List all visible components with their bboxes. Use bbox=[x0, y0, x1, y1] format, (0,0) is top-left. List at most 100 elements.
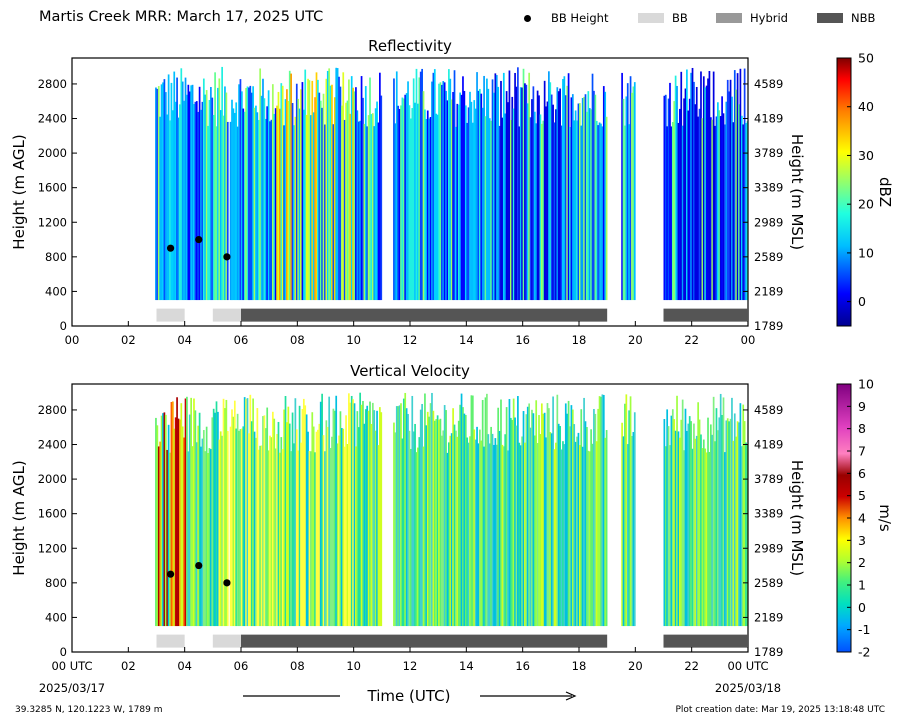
colorbar-tick-label: 8 bbox=[858, 421, 866, 436]
data-streak bbox=[294, 116, 297, 301]
data-streak bbox=[535, 400, 538, 627]
data-streak bbox=[207, 452, 209, 627]
start-date-label: 2025/03/17 bbox=[39, 681, 105, 695]
data-streak bbox=[519, 87, 522, 301]
data-streak bbox=[163, 79, 166, 301]
data-streak bbox=[397, 105, 400, 301]
data-streak bbox=[201, 101, 204, 301]
time-axis-footer: 2025/03/17 2025/03/18 Time (UTC) bbox=[39, 681, 781, 705]
data-streak bbox=[408, 105, 411, 301]
bb-swatch-icon bbox=[638, 13, 664, 23]
data-streak bbox=[169, 452, 171, 627]
data-streak bbox=[574, 110, 577, 301]
data-streak bbox=[664, 446, 667, 627]
y-tick-label: 2800 bbox=[38, 77, 67, 91]
data-streak bbox=[301, 82, 304, 301]
data-streak bbox=[708, 71, 711, 301]
data-streak bbox=[588, 108, 591, 301]
data-streak bbox=[739, 68, 742, 301]
data-streak bbox=[160, 415, 163, 627]
data-streak bbox=[517, 396, 519, 627]
data-streak bbox=[573, 424, 576, 627]
bb-type-bar bbox=[212, 634, 241, 648]
data-streak bbox=[533, 111, 536, 301]
data-streak bbox=[212, 114, 215, 301]
data-streak bbox=[626, 83, 629, 301]
data-streak bbox=[329, 448, 332, 627]
data-streak bbox=[324, 124, 326, 301]
data-streak bbox=[257, 119, 260, 301]
data-streak bbox=[605, 430, 608, 627]
data-streak bbox=[277, 421, 280, 627]
data-streak bbox=[246, 86, 249, 301]
data-streak bbox=[725, 101, 728, 301]
data-streak bbox=[415, 452, 418, 627]
data-streak bbox=[545, 437, 547, 627]
data-streak bbox=[450, 433, 453, 627]
data-streak bbox=[714, 125, 716, 301]
data-streak bbox=[702, 76, 705, 301]
legend-label: NBB bbox=[851, 11, 876, 25]
data-streak bbox=[345, 102, 347, 301]
data-streak bbox=[479, 88, 481, 301]
data-streak bbox=[584, 421, 587, 627]
data-streak bbox=[212, 408, 215, 627]
data-streak bbox=[483, 75, 485, 301]
data-streak bbox=[553, 122, 556, 301]
data-streak bbox=[181, 426, 184, 627]
colorbar-tick-label: 40 bbox=[858, 99, 874, 114]
data-streak bbox=[579, 445, 581, 627]
data-streak bbox=[695, 435, 698, 627]
data-streak bbox=[205, 426, 208, 627]
data-streak bbox=[443, 405, 446, 627]
legend-bb: BB bbox=[638, 11, 688, 25]
data-streak bbox=[678, 437, 681, 627]
data-streak bbox=[570, 405, 573, 627]
data-streak bbox=[238, 84, 240, 301]
colorbar-label: dBZ bbox=[876, 177, 894, 207]
data-streak bbox=[417, 103, 419, 301]
data-streak bbox=[197, 111, 200, 301]
data-streak bbox=[233, 400, 236, 627]
colorbar-tick-label: 1 bbox=[858, 578, 866, 593]
data-streak bbox=[155, 417, 157, 627]
data-streak bbox=[436, 114, 439, 301]
data-streak bbox=[548, 408, 550, 627]
x-tick-label: 08 bbox=[290, 659, 305, 673]
data-streak bbox=[290, 451, 292, 627]
data-streak bbox=[598, 122, 601, 301]
data-streak bbox=[555, 109, 557, 301]
data-streak bbox=[453, 424, 456, 627]
data-streak bbox=[315, 72, 318, 301]
data-streak bbox=[432, 72, 435, 301]
x-tick-label: 12 bbox=[403, 333, 418, 347]
data-streak bbox=[490, 120, 492, 301]
data-streak bbox=[574, 441, 577, 627]
data-streak bbox=[191, 84, 194, 301]
data-streak bbox=[443, 82, 446, 301]
data-streak bbox=[204, 94, 207, 301]
data-streak bbox=[711, 119, 714, 301]
data-streak bbox=[379, 72, 381, 301]
data-streak bbox=[549, 432, 552, 627]
data-streak bbox=[302, 398, 305, 627]
data-streak bbox=[332, 408, 335, 627]
data-streak bbox=[200, 446, 202, 627]
data-streak bbox=[455, 126, 457, 301]
y-right-tick-label: 2989 bbox=[754, 541, 783, 555]
data-streak bbox=[702, 439, 705, 627]
data-streak bbox=[214, 72, 216, 301]
x-tick-label: 20 bbox=[628, 659, 643, 673]
data-streak bbox=[466, 437, 469, 627]
data-streak bbox=[162, 82, 164, 301]
data-streak bbox=[283, 409, 285, 627]
data-streak bbox=[318, 423, 321, 627]
data-streak bbox=[683, 450, 685, 627]
data-streak bbox=[293, 443, 295, 627]
data-streak bbox=[263, 98, 266, 301]
data-streak bbox=[162, 413, 164, 627]
x-tick-label: 00 bbox=[741, 333, 756, 347]
data-streak bbox=[676, 395, 678, 627]
data-streak bbox=[595, 441, 598, 627]
